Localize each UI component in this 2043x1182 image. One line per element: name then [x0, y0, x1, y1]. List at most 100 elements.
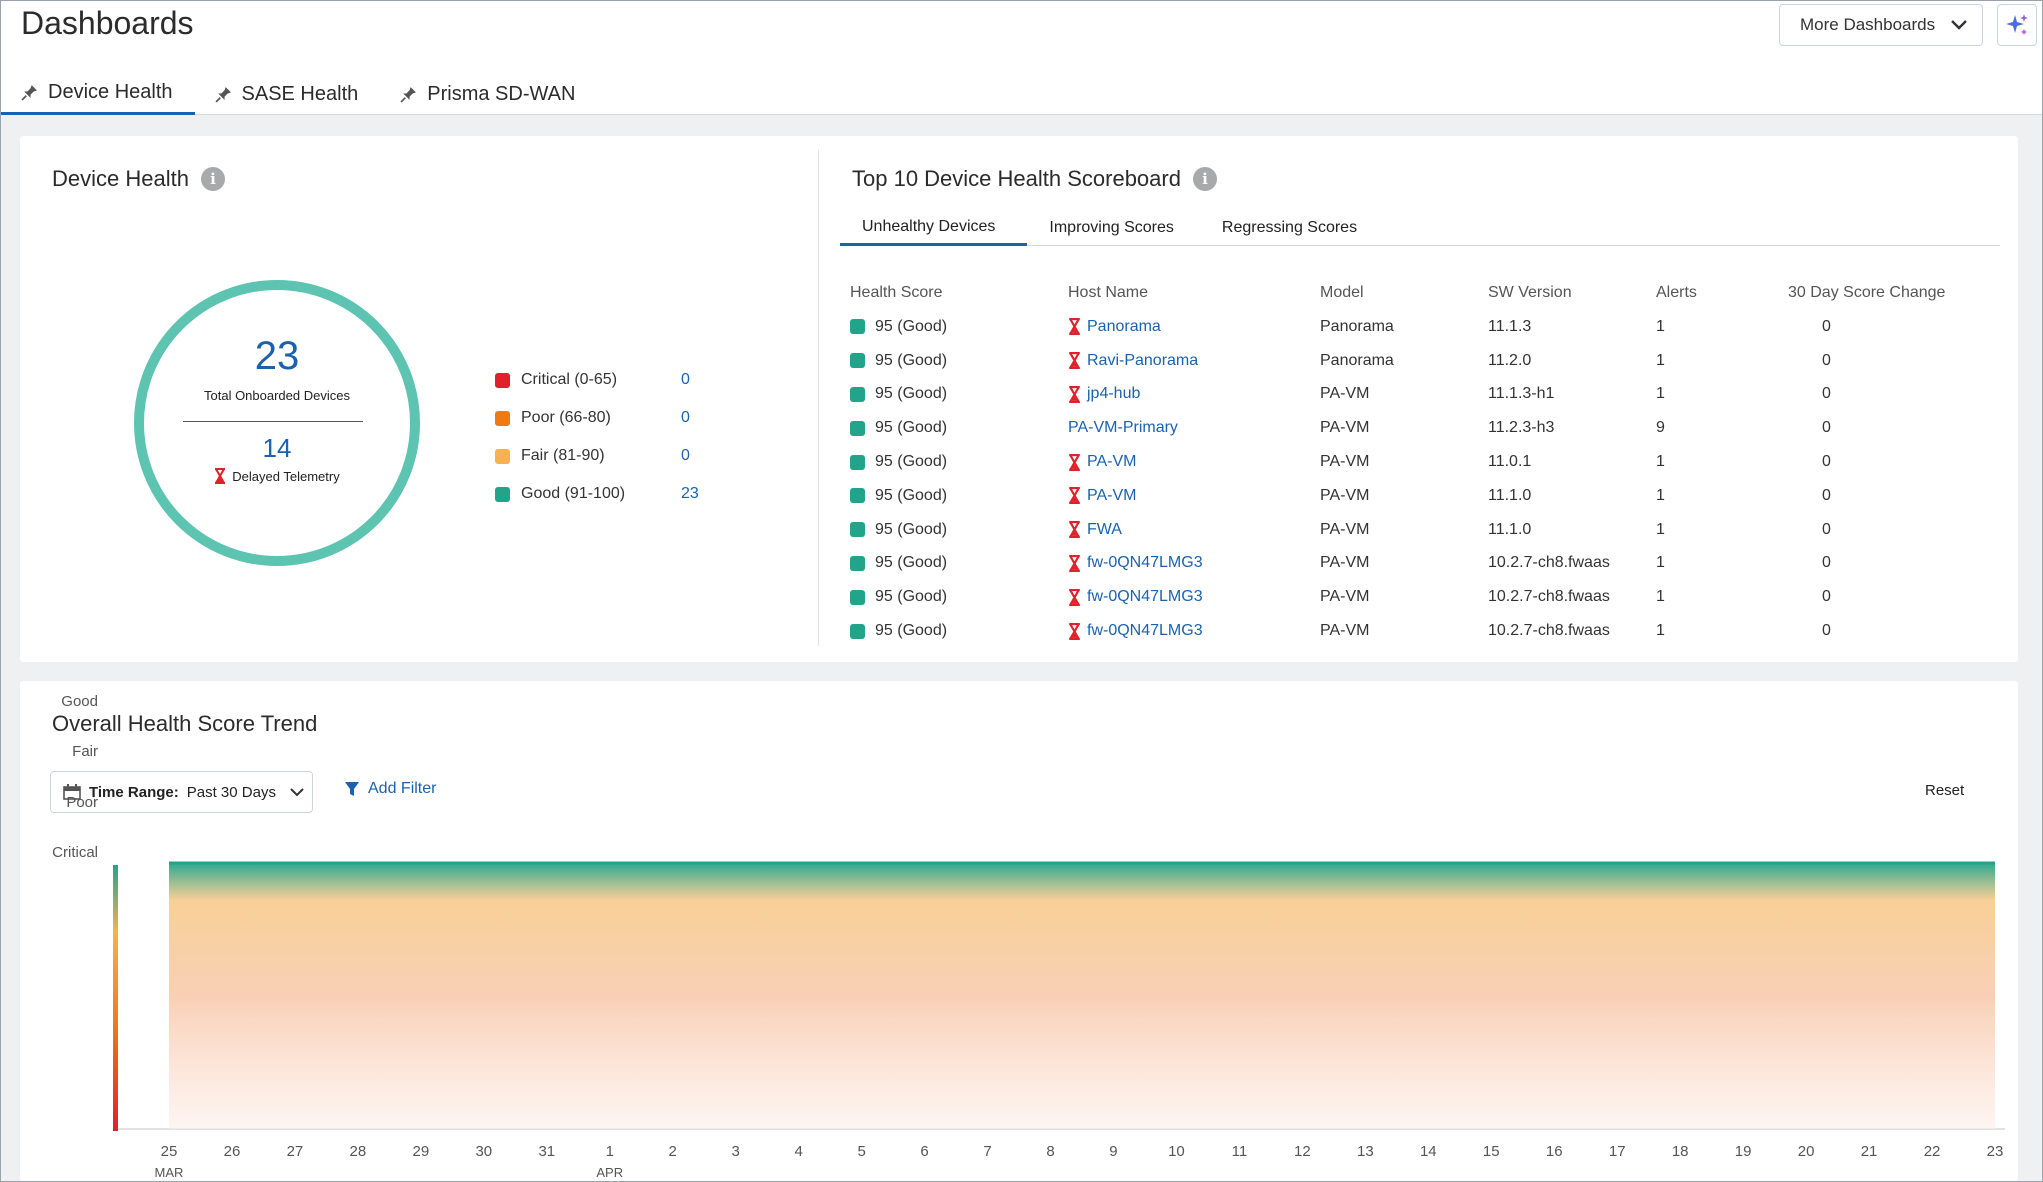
host-name-link[interactable]: jp4-hub	[1087, 385, 1141, 403]
y-axis-color-bar	[113, 865, 118, 1131]
legend-value[interactable]: 0	[681, 409, 690, 426]
host-name-link[interactable]: Ravi-Panorama	[1087, 351, 1199, 369]
table-row[interactable]: 95 (Good) PA-VM PA-VM 11.0.1 1 0	[850, 445, 1988, 479]
host-name-link[interactable]: PA-VM	[1087, 453, 1137, 471]
delayed-telemetry-count[interactable]: 14	[262, 433, 292, 463]
tab-regressing-scores[interactable]: Regressing Scores	[1221, 219, 1358, 236]
table-row[interactable]: 95 (Good) Panorama Panorama 11.1.3 1 0	[850, 310, 1988, 344]
health-score: 95 (Good)	[875, 317, 948, 335]
health-legend: Critical (0-65) 0 Poor (66-80) 0 Fair (8…	[495, 361, 699, 513]
host-name-link[interactable]: Panorama	[1087, 317, 1161, 335]
legend-value[interactable]: 0	[681, 447, 690, 464]
table-row[interactable]: 95 (Good) fw-0QN47LMG3 PA-VM 10.2.7-ch8.fwa…	[850, 547, 1988, 581]
pin-icon	[214, 86, 231, 103]
alerts-link[interactable]: 1	[1656, 453, 1665, 471]
status-good-swatch	[850, 386, 865, 402]
x-axis-tick-label: 22	[1924, 1143, 1941, 1160]
table-row[interactable]: 95 (Good) Ravi-Panorama Panorama 11.2.0 1 0	[850, 344, 1988, 378]
host-name-link[interactable]: fw-0QN47LMG3	[1087, 622, 1203, 640]
device-health-title: Device Health i	[52, 166, 225, 192]
status-good-swatch	[850, 555, 865, 571]
tab-prisma-sd-wan[interactable]: Prisma SD-WAN	[380, 73, 597, 115]
health-score: 95 (Good)	[875, 554, 948, 572]
x-axis-tick-label: 19	[1735, 1143, 1752, 1160]
host-name-link[interactable]: fw-0QN47LMG3	[1087, 554, 1203, 572]
delayed-telemetry-row: Delayed Telemetry	[132, 468, 422, 484]
model-cell: PA-VM	[1320, 486, 1370, 504]
alerts-link[interactable]: 1	[1656, 385, 1665, 403]
host-cell: fw-0QN47LMG3	[1068, 547, 1320, 581]
time-range-dropdown[interactable]: Time Range: Past 30 Days	[50, 771, 313, 813]
x-axis-tick-label: 10	[1168, 1143, 1185, 1160]
alerts-link[interactable]: 1	[1656, 486, 1665, 504]
tab-improving-scores[interactable]: Improving Scores	[1049, 219, 1174, 236]
add-filter-button[interactable]: Add Filter	[344, 780, 436, 798]
x-axis-tick-label: 5	[857, 1143, 865, 1160]
tab-label: Device Health	[48, 81, 173, 103]
delayed-telemetry-label: Delayed Telemetry	[232, 468, 340, 484]
x-axis-tick-label: 30	[475, 1143, 492, 1160]
table-row[interactable]: 95 (Good) fw-0QN47LMG3 PA-VM 10.2.7-ch8.fwa…	[850, 614, 1988, 648]
host-cell: PA-VM	[1068, 445, 1320, 479]
alerts-link[interactable]: 1	[1656, 520, 1665, 538]
host-cell: jp4-hub	[1068, 378, 1320, 412]
score-change-cell: 0	[1822, 554, 1831, 572]
scoreboard-tabs: Unhealthy Devices Improving Scores Regre…	[840, 210, 2000, 246]
host-name-link[interactable]: fw-0QN47LMG3	[1087, 588, 1203, 606]
y-axis-label: Critical	[52, 844, 98, 861]
x-axis-month-label: MAR	[155, 1165, 184, 1180]
status-good-swatch	[850, 623, 865, 639]
alerts-link[interactable]: 1	[1656, 622, 1665, 640]
legend-value[interactable]: 23	[681, 485, 699, 502]
page-title: Dashboards	[21, 5, 194, 41]
time-range-label: Time Range:	[89, 783, 179, 801]
hourglass-icon	[1069, 453, 1080, 471]
table-row[interactable]: 95 (Good) jp4-hub PA-VM 11.1.3-h1 1 0	[850, 378, 1988, 412]
tab-device-health[interactable]: Device Health	[1, 73, 195, 115]
x-axis-tick-label: 13	[1357, 1143, 1374, 1160]
table-row[interactable]: 95 (Good) PA-VM-Primary PA-VM 11.2.3-h3 9 0	[850, 411, 1988, 445]
reset-button[interactable]: Reset	[1925, 782, 1965, 799]
health-score: 95 (Good)	[875, 351, 948, 369]
health-score-cell: 95 (Good)	[850, 479, 1068, 513]
section-title: Device Health	[52, 166, 189, 191]
score-change-cell: 0	[1822, 588, 1831, 606]
host-name-link[interactable]: PA-VM	[1087, 486, 1137, 504]
alerts-link[interactable]: 1	[1656, 351, 1665, 369]
column-header: Host Name	[1068, 284, 1149, 301]
ai-assistant-button[interactable]	[1997, 4, 2037, 46]
health-score-cell: 95 (Good)	[850, 378, 1068, 412]
alerts-link[interactable]: 1	[1656, 588, 1665, 606]
legend-item-good: Good (91-100) 23	[495, 475, 699, 513]
chevron-down-icon	[290, 787, 304, 796]
health-score: 95 (Good)	[875, 453, 948, 471]
table-row[interactable]: 95 (Good) FWA PA-VM 11.1.0 1 0	[850, 513, 1988, 547]
x-axis-tick-label: 14	[1420, 1143, 1437, 1160]
status-good-swatch	[850, 589, 865, 605]
alerts-link[interactable]: 1	[1656, 554, 1665, 572]
calendar-icon	[63, 784, 81, 800]
panel-divider	[818, 150, 819, 646]
model-cell: PA-VM	[1320, 622, 1370, 640]
sparkle-icon	[2006, 14, 2028, 35]
legend-label: Critical (0-65)	[521, 371, 618, 388]
host-name-link[interactable]: FWA	[1087, 520, 1122, 538]
more-dashboards-button[interactable]: More Dashboards	[1779, 4, 1983, 46]
table-row[interactable]: 95 (Good) fw-0QN47LMG3 PA-VM 10.2.7-ch8.fwa…	[850, 580, 1988, 614]
info-icon[interactable]: i	[200, 167, 225, 191]
table-row[interactable]: 95 (Good) PA-VM PA-VM 11.1.0 1 0	[850, 479, 1988, 513]
tab-sase-health[interactable]: SASE Health	[195, 73, 381, 115]
info-icon[interactable]: i	[1192, 167, 1217, 191]
status-good-swatch	[850, 319, 865, 335]
score-change-cell: 0	[1822, 520, 1831, 538]
total-devices-count[interactable]: 23	[254, 334, 300, 378]
alerts-link[interactable]: 1	[1656, 317, 1665, 335]
alerts-link[interactable]: 9	[1656, 419, 1665, 437]
health-score-cell: 95 (Good)	[850, 411, 1068, 445]
legend-swatch	[495, 486, 510, 502]
x-axis-tick-label: 25	[161, 1143, 178, 1160]
x-axis-tick-label: 7	[983, 1143, 991, 1160]
tab-unhealthy-devices[interactable]: Unhealthy Devices	[840, 210, 1028, 246]
host-name-link[interactable]: PA-VM-Primary	[1068, 419, 1178, 437]
legend-value[interactable]: 0	[681, 371, 690, 388]
